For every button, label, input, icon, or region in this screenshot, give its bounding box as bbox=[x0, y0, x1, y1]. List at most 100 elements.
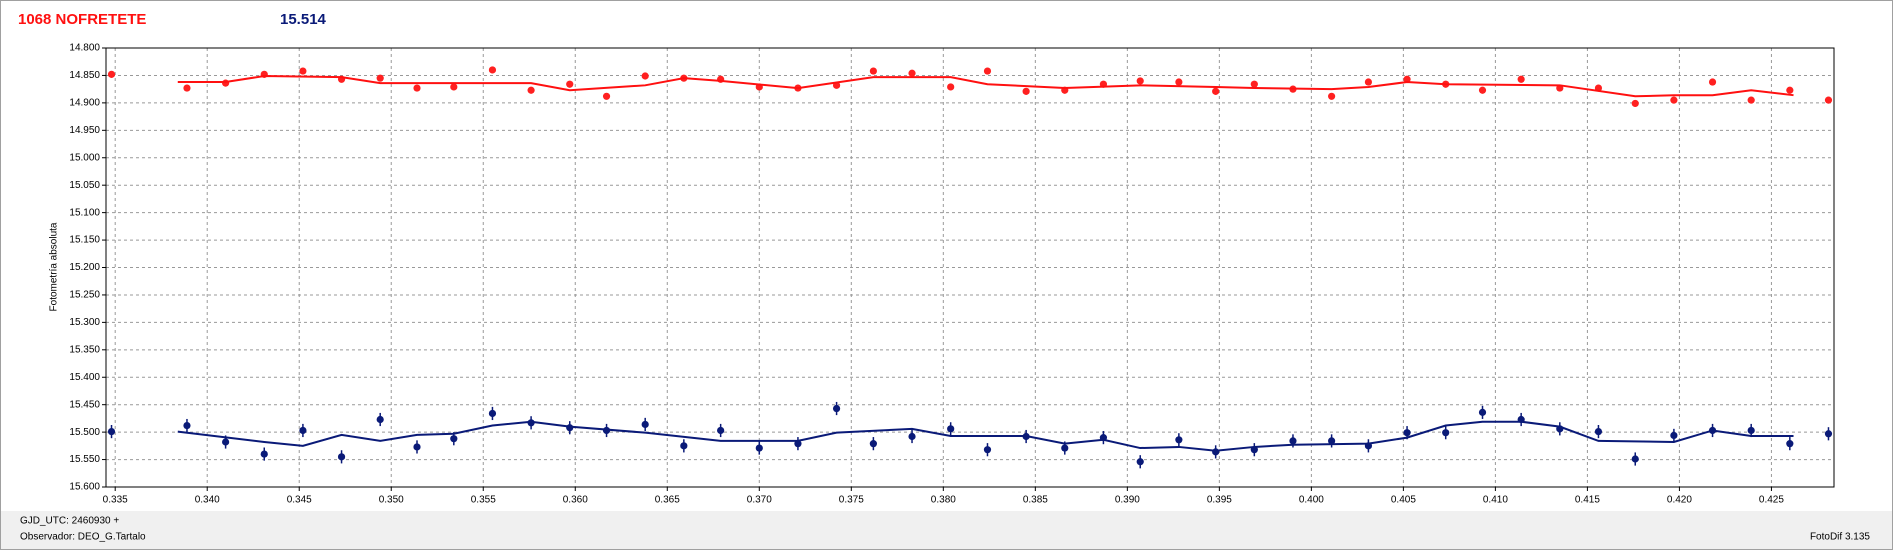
point bbox=[1136, 458, 1144, 466]
point bbox=[566, 80, 574, 88]
point bbox=[450, 435, 458, 443]
y-tick-label: 15.000 bbox=[69, 152, 100, 163]
point bbox=[260, 450, 268, 458]
point bbox=[947, 83, 955, 91]
point bbox=[1136, 77, 1144, 85]
point bbox=[1328, 437, 1336, 445]
y-axis-title: Fotometría absoluta bbox=[49, 222, 60, 311]
x-tick-label: 0.415 bbox=[1575, 495, 1600, 506]
point bbox=[376, 74, 384, 82]
point bbox=[1478, 86, 1487, 94]
y-tick-label: 14.950 bbox=[69, 125, 100, 136]
point bbox=[908, 432, 916, 441]
y-tick-label: 15.500 bbox=[69, 427, 100, 438]
x-tick-label: 0.365 bbox=[655, 495, 680, 506]
point bbox=[183, 84, 191, 92]
point bbox=[107, 427, 116, 436]
y-tick-label: 15.450 bbox=[69, 399, 100, 410]
point bbox=[1747, 426, 1755, 435]
point bbox=[680, 442, 688, 450]
point bbox=[1517, 75, 1525, 83]
point bbox=[450, 83, 458, 91]
x-tick-label: 0.375 bbox=[839, 495, 864, 506]
point bbox=[1175, 78, 1183, 86]
point bbox=[983, 67, 992, 75]
point bbox=[1403, 429, 1411, 437]
x-tick-label: 0.350 bbox=[379, 495, 404, 506]
y-tick-label: 15.550 bbox=[69, 454, 100, 465]
y-tick-label: 15.250 bbox=[69, 290, 100, 301]
point bbox=[376, 415, 384, 424]
y-tick-label: 15.200 bbox=[69, 262, 100, 273]
point bbox=[1289, 437, 1297, 445]
x-tick-label: 0.345 bbox=[287, 495, 312, 506]
point bbox=[413, 443, 421, 451]
point bbox=[222, 438, 230, 446]
point bbox=[299, 67, 307, 75]
point bbox=[869, 440, 877, 448]
x-tick-label: 0.370 bbox=[747, 495, 772, 506]
point bbox=[413, 84, 421, 92]
point bbox=[1631, 99, 1639, 108]
point bbox=[1403, 75, 1411, 83]
point bbox=[1670, 96, 1678, 104]
point bbox=[641, 72, 649, 80]
point bbox=[755, 444, 763, 452]
point bbox=[222, 79, 230, 87]
x-tick-label: 0.355 bbox=[471, 495, 496, 506]
x-tick-label: 0.425 bbox=[1759, 495, 1784, 506]
fit-line bbox=[177, 420, 1794, 452]
point bbox=[488, 66, 497, 74]
point bbox=[1328, 92, 1336, 100]
footer-text: Observador: DEO_G.Tartalo bbox=[20, 532, 146, 543]
y-tick-label: 15.050 bbox=[69, 180, 100, 191]
x-tick-label: 0.395 bbox=[1207, 495, 1232, 506]
point bbox=[1670, 431, 1678, 440]
x-tick-label: 0.390 bbox=[1115, 495, 1140, 506]
point bbox=[1824, 430, 1833, 438]
point bbox=[1212, 448, 1220, 456]
y-tick-label: 14.850 bbox=[69, 70, 100, 81]
x-tick-label: 0.385 bbox=[1023, 495, 1048, 506]
point bbox=[717, 426, 725, 435]
point bbox=[602, 92, 611, 100]
point bbox=[299, 426, 307, 435]
point bbox=[1061, 444, 1069, 452]
point bbox=[1824, 96, 1833, 104]
y-tick-label: 15.300 bbox=[69, 317, 100, 328]
y-tick-label: 15.350 bbox=[69, 344, 100, 355]
point bbox=[947, 425, 955, 433]
point bbox=[1364, 78, 1373, 86]
point bbox=[488, 409, 497, 418]
point bbox=[1022, 87, 1030, 95]
point bbox=[107, 70, 116, 78]
y-tick-label: 15.150 bbox=[69, 235, 100, 246]
point bbox=[832, 404, 841, 413]
point bbox=[1594, 427, 1603, 436]
x-tick-label: 0.405 bbox=[1391, 495, 1416, 506]
point bbox=[1786, 440, 1794, 448]
plot-frame bbox=[105, 47, 1835, 488]
x-tick-label: 0.380 bbox=[931, 495, 956, 506]
point bbox=[1478, 408, 1487, 416]
x-tick-label: 0.420 bbox=[1667, 495, 1692, 506]
point bbox=[1747, 96, 1755, 104]
point bbox=[908, 69, 916, 77]
x-tick-label: 0.400 bbox=[1299, 495, 1324, 506]
point bbox=[1250, 80, 1258, 88]
y-tick-label: 14.900 bbox=[69, 98, 100, 109]
point bbox=[1708, 78, 1717, 86]
footer-bar bbox=[1, 511, 1892, 549]
point bbox=[527, 86, 535, 94]
footer-text: GJD_UTC: 2460930 + bbox=[20, 516, 119, 527]
point bbox=[983, 446, 992, 454]
y-tick-label: 14.800 bbox=[69, 43, 100, 54]
y-tick-label: 15.600 bbox=[69, 482, 100, 493]
y-tick-label: 15.400 bbox=[69, 372, 100, 383]
x-tick-label: 0.335 bbox=[103, 495, 128, 506]
point bbox=[1212, 87, 1220, 95]
point bbox=[869, 67, 877, 75]
x-tick-label: 0.360 bbox=[563, 495, 588, 506]
